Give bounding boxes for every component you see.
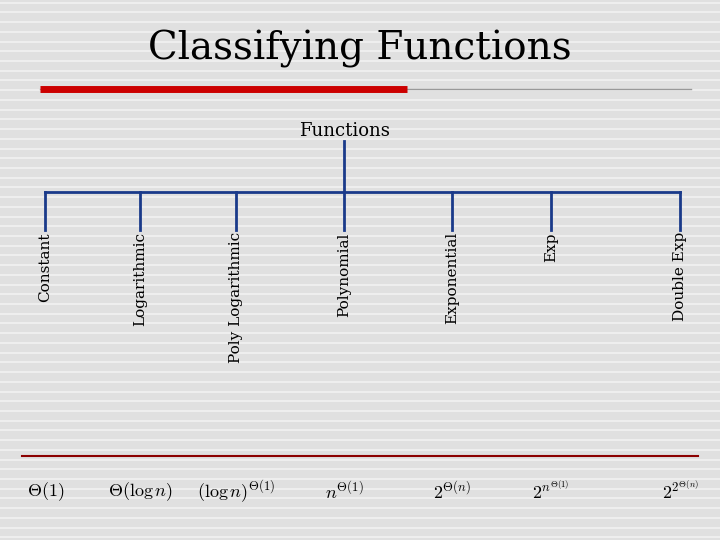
Text: Exponential: Exponential xyxy=(445,232,459,325)
Text: $\Theta(\log n)$: $\Theta(\log n)$ xyxy=(108,480,173,503)
Text: $(\log n)^{\Theta(1)}$: $(\log n)^{\Theta(1)}$ xyxy=(197,478,275,505)
Text: $n^{\Theta(1)}$: $n^{\Theta(1)}$ xyxy=(325,481,364,502)
Text: Poly Logarithmic: Poly Logarithmic xyxy=(229,232,243,363)
Text: $2^{2^{\Theta(n)}}$: $2^{2^{\Theta(n)}}$ xyxy=(662,480,699,503)
Text: Constant: Constant xyxy=(38,232,53,302)
Text: Classifying Functions: Classifying Functions xyxy=(148,30,572,68)
Text: Logarithmic: Logarithmic xyxy=(133,232,148,326)
Text: Exp: Exp xyxy=(544,232,558,262)
Text: $2^{n^{\Theta(1)}}$: $2^{n^{\Theta(1)}}$ xyxy=(532,480,570,503)
Text: Polynomial: Polynomial xyxy=(337,232,351,316)
Text: $2^{\Theta(n)}$: $2^{\Theta(n)}$ xyxy=(433,481,471,502)
Text: Functions: Functions xyxy=(299,123,390,140)
Text: $\Theta(1)$: $\Theta(1)$ xyxy=(27,480,64,503)
Text: Double Exp: Double Exp xyxy=(673,232,688,321)
